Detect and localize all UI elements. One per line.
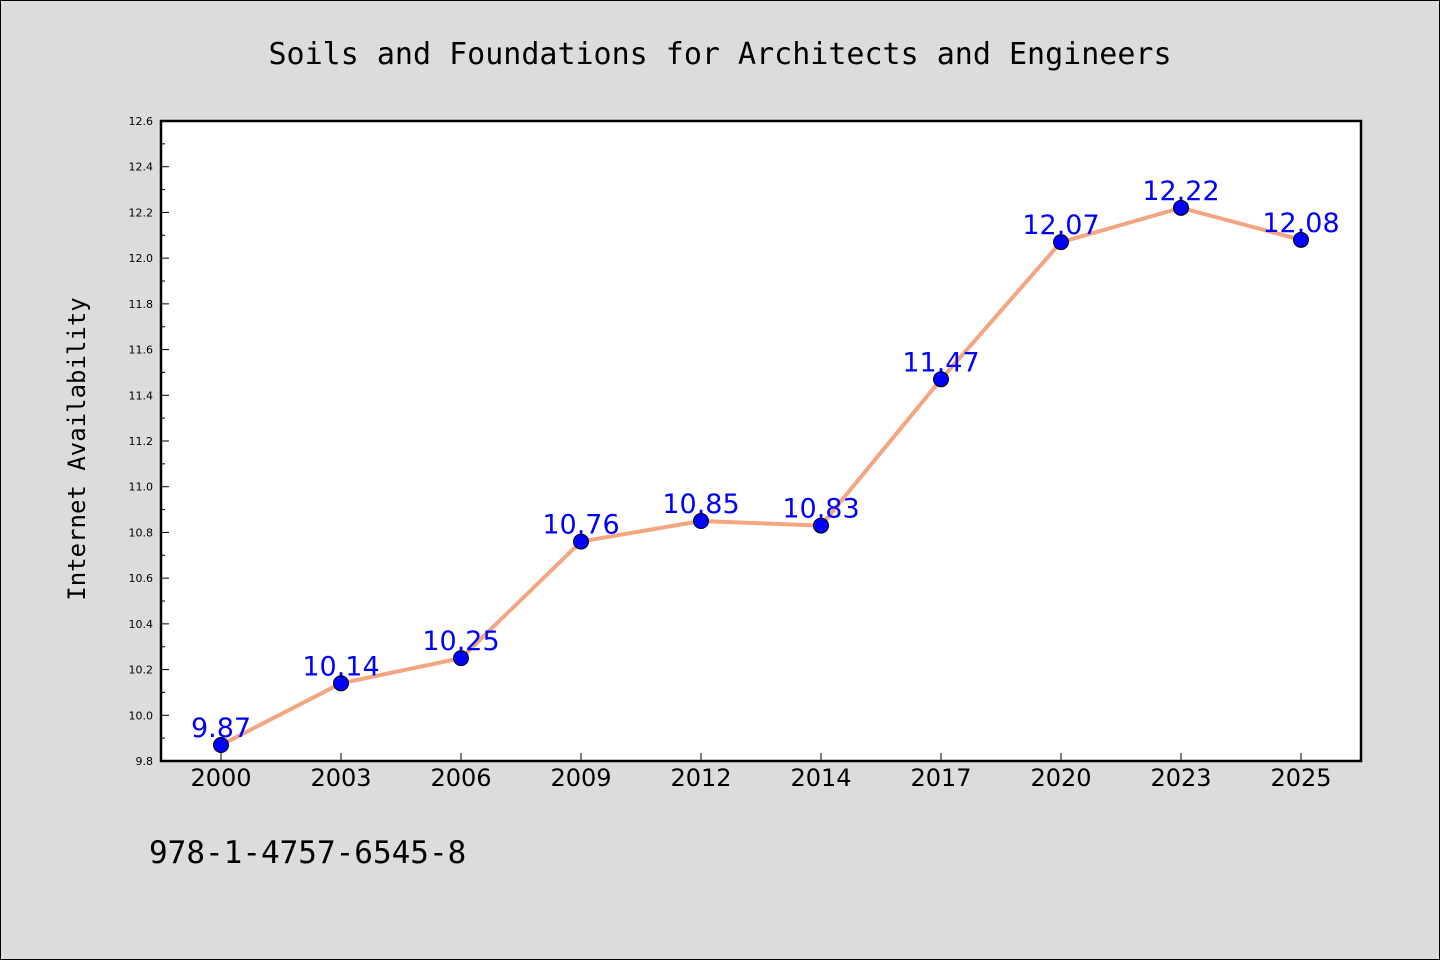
y-tick-label: 12.0	[129, 252, 154, 265]
x-tick-label: 2017	[910, 764, 971, 792]
chart-title: Soils and Foundations for Architects and…	[268, 37, 1171, 72]
data-point	[573, 533, 589, 550]
isbn-note: 978-1-4757-6545-8	[149, 835, 467, 871]
x-tick-label: 2000	[190, 764, 251, 792]
y-tick-label: 11.0	[129, 481, 154, 494]
y-tick-label: 11.2	[129, 435, 154, 448]
x-tick-label: 2006	[430, 764, 491, 792]
data-point	[333, 675, 349, 692]
x-tick-label: 2009	[550, 764, 611, 792]
x-axis: 2000 2003 2006 2009 2012 2014 2017 2020 2023 2025	[190, 753, 1332, 792]
x-tick-label: 2014	[790, 764, 851, 792]
data-point	[213, 737, 229, 753]
series-line	[220, 205, 1302, 747]
data-label: 12.08	[1262, 208, 1339, 239]
y-tick-label: 12.2	[129, 206, 154, 219]
y-tick-label: 11.6	[129, 344, 154, 357]
data-label: 10.25	[422, 626, 499, 657]
x-tick-label: 2023	[1150, 764, 1211, 792]
x-tick-label: 2025	[1270, 764, 1331, 792]
data-label: 10.85	[662, 489, 739, 520]
data-markers	[213, 199, 1309, 753]
data-point	[1173, 199, 1189, 216]
y-tick-label: 10.4	[129, 618, 154, 631]
data-label: 12.07	[1022, 210, 1099, 241]
data-label: 10.14	[302, 651, 379, 682]
data-point	[453, 650, 469, 667]
data-point	[1293, 231, 1309, 248]
y-tick-label: 12.6	[129, 115, 154, 128]
plot-area	[161, 121, 1361, 761]
data-label: 10.83	[782, 494, 859, 525]
x-tick-label: 2003	[310, 764, 371, 792]
y-tick-label: 10.0	[129, 709, 154, 722]
data-point	[693, 513, 709, 529]
data-label: 10.76	[542, 510, 619, 541]
y-tick-label: 10.2	[129, 664, 154, 677]
data-label: 12.22	[1142, 176, 1219, 207]
data-label: 11.47	[902, 347, 979, 378]
x-tick-label: 2012	[670, 764, 731, 792]
y-axis: 9.8 10.0 10.2 10.4 10.6 10.8 11.0 11.2 11.4 11.6 1…	[129, 115, 169, 768]
y-tick-label: 12.4	[129, 161, 154, 174]
data-point	[1053, 234, 1069, 251]
y-tick-label: 10.6	[129, 572, 154, 585]
y-tick-label: 11.8	[129, 298, 154, 311]
data-point	[813, 517, 829, 534]
data-labels: 9.87 10.14 10.25 10.76 10.85 10.83 11.47 12.07 1…	[191, 176, 1340, 744]
y-tick-label: 10.8	[129, 526, 154, 539]
data-label: 9.87	[191, 713, 251, 744]
y-axis-label: Internet Availability	[63, 297, 91, 600]
plot-frame	[159, 119, 1363, 763]
x-tick-label: 2020	[1030, 764, 1091, 792]
y-tick-label: 11.4	[129, 389, 154, 402]
y-tick-label: 9.8	[136, 755, 154, 768]
data-point	[933, 371, 949, 388]
